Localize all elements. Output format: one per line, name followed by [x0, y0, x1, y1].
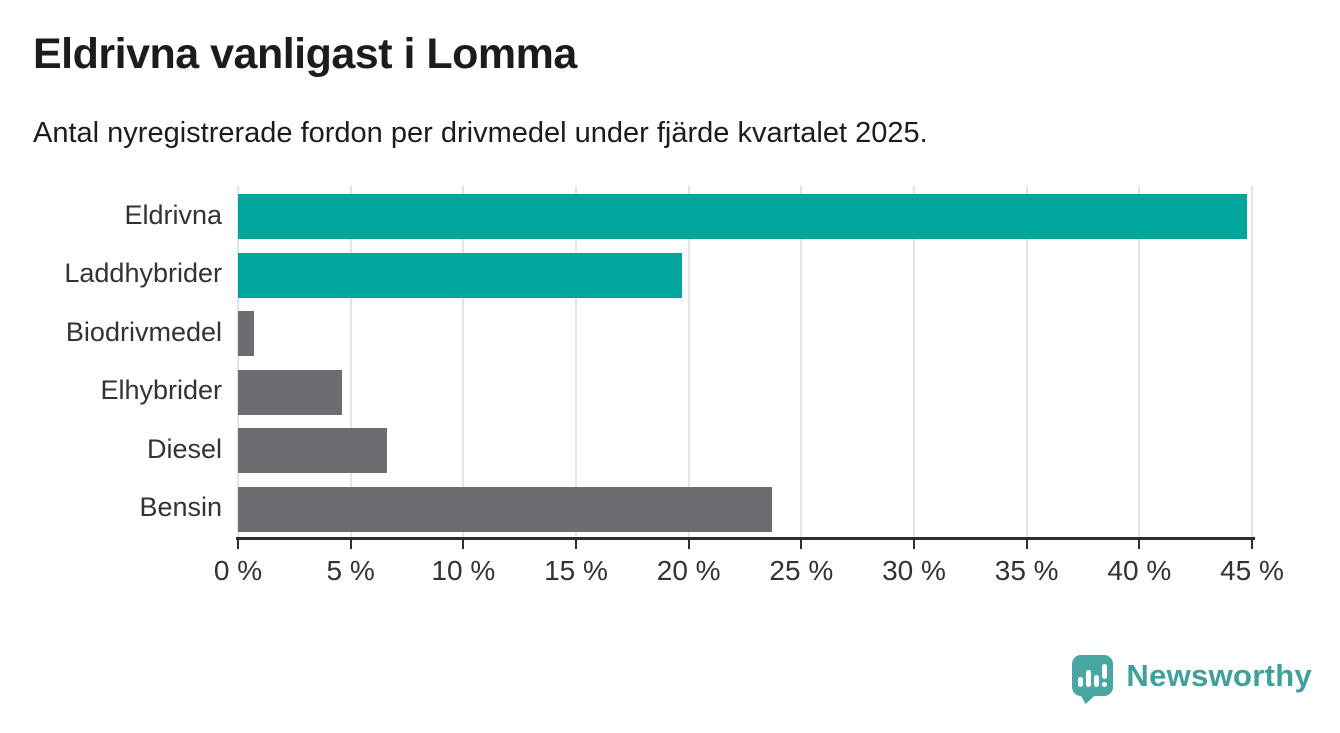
bar-row [238, 245, 1252, 304]
gridline [462, 186, 465, 537]
axis-tick [687, 540, 690, 549]
logo-wordmark: Newsworthy [1126, 657, 1312, 693]
page-subtitle: Antal nyregistrerade fordon per drivmede… [33, 117, 928, 149]
x-axis-line [236, 537, 1255, 540]
gridline [1251, 186, 1253, 537]
exclamation-glyph [1102, 664, 1108, 687]
gridline [575, 186, 577, 537]
gridline [1138, 186, 1141, 537]
bar-row [238, 303, 1252, 362]
bar-row [238, 186, 1252, 245]
axis-tick-label: 0 % [213, 555, 263, 586]
bar-row [238, 362, 1252, 421]
axis-tick [237, 540, 239, 549]
category-label: Biodrivmedel [65, 316, 222, 347]
category-labels: Eldrivna Laddhybrider Biodrivmedel Elhybrid… [0, 186, 222, 537]
category-label: Laddhybrider [64, 258, 222, 289]
axis-tick [575, 540, 577, 549]
axis-tick-label: 10 % [431, 555, 496, 586]
axis-tick [800, 540, 803, 549]
glyph-bar-medium [1094, 675, 1100, 687]
bubble-tail [1080, 695, 1096, 704]
bar-elhybrider [238, 369, 342, 415]
axis-tick-label: 5 % [326, 555, 375, 586]
bar-row [238, 479, 1252, 538]
bar-eldrivna [238, 194, 1248, 239]
bar-chart-glyph [1072, 655, 1113, 696]
x-axis: 0 % 5 % 10 % 15 % 20 % 25 % 30 % 35 % 40 % 45 % [214, 537, 1284, 587]
axis-tick-label: 20 % [656, 555, 721, 586]
axis-tick [1138, 540, 1141, 549]
category-label: Elhybrider [100, 375, 222, 406]
bar-chart: Eldrivna Laddhybrider Biodrivmedel Elhybrid… [0, 186, 1340, 586]
gridline [687, 186, 690, 537]
newsworthy-chart-bubble-icon [1072, 655, 1114, 704]
axis-tick-label: 40 % [1107, 555, 1172, 586]
axis-tick-label: 15 % [544, 555, 608, 586]
axis-tick-label: 35 % [994, 555, 1059, 586]
plot-area [237, 186, 1253, 537]
bar-diesel [238, 428, 387, 473]
bar-biodrivmedel [238, 311, 254, 356]
category-label: Eldrivna [124, 199, 222, 230]
bar-bensin [238, 486, 773, 532]
newsworthy-logo: Newsworthy [1072, 655, 1312, 704]
axis-tick [913, 540, 915, 549]
category-label: Bensin [139, 492, 222, 523]
axis-tick-label: 25 % [769, 555, 834, 586]
gridline [349, 186, 352, 537]
axis-tick [1251, 540, 1253, 549]
gridline [913, 186, 915, 537]
axis-tick [349, 540, 352, 549]
axis-tick-label: 30 % [882, 555, 946, 586]
axis-tick [1025, 540, 1028, 549]
category-label: Diesel [146, 433, 222, 464]
axis-tick-label: 45 % [1220, 555, 1284, 586]
bar-laddhybrider [238, 252, 682, 298]
gridline [237, 186, 239, 537]
page-title: Eldrivna vanligast i Lomma [33, 30, 577, 78]
glyph-bar-short [1078, 677, 1084, 687]
gridline [1025, 186, 1028, 537]
bar-row [238, 420, 1252, 479]
axis-tick [462, 540, 465, 549]
gridline [800, 186, 803, 537]
bar-rows [238, 186, 1252, 537]
glyph-bar-tall [1086, 670, 1092, 687]
